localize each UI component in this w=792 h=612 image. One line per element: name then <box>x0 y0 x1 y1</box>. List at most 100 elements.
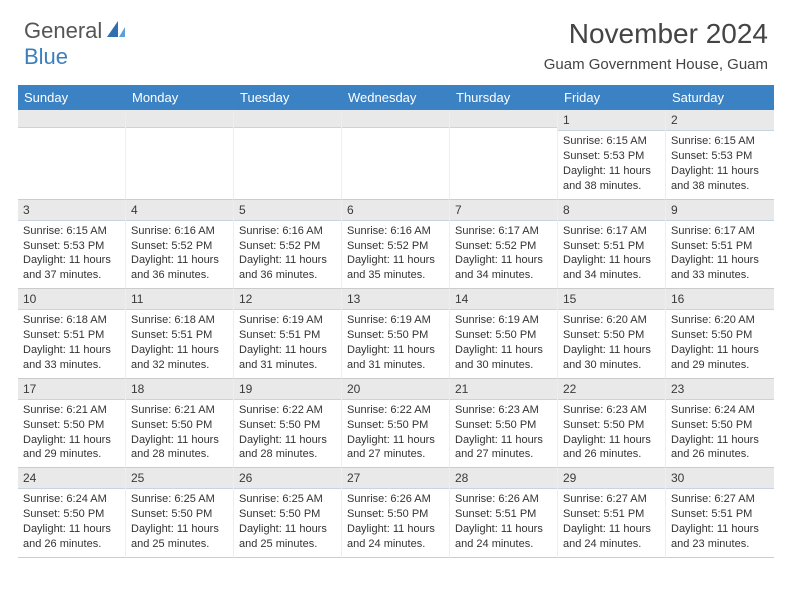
day-header: Saturday <box>666 85 774 110</box>
sunset-text: Sunset: 5:50 PM <box>671 328 769 343</box>
day-cell: 24Sunrise: 6:24 AMSunset: 5:50 PMDayligh… <box>18 468 126 558</box>
day-body: Sunrise: 6:23 AMSunset: 5:50 PMDaylight:… <box>450 400 557 467</box>
day-header: Friday <box>558 85 666 110</box>
day-number: 8 <box>558 200 665 221</box>
day-cell: 21Sunrise: 6:23 AMSunset: 5:50 PMDayligh… <box>450 379 558 469</box>
week-row: 1Sunrise: 6:15 AMSunset: 5:53 PMDaylight… <box>18 110 774 200</box>
daylight-text: Daylight: 11 hours and 36 minutes. <box>131 253 228 283</box>
day-number <box>126 110 233 128</box>
sunrise-text: Sunrise: 6:15 AM <box>563 134 660 149</box>
sunrise-text: Sunrise: 6:24 AM <box>23 492 120 507</box>
location-label: Guam Government House, Guam <box>544 56 768 73</box>
day-number: 2 <box>666 110 774 131</box>
sunset-text: Sunset: 5:50 PM <box>455 328 552 343</box>
day-number: 14 <box>450 289 557 310</box>
day-body: Sunrise: 6:15 AMSunset: 5:53 PMDaylight:… <box>18 221 125 288</box>
day-number: 29 <box>558 468 665 489</box>
brand-text-1: General <box>24 18 102 44</box>
day-number: 5 <box>234 200 341 221</box>
sunrise-text: Sunrise: 6:16 AM <box>347 224 444 239</box>
daylight-text: Daylight: 11 hours and 35 minutes. <box>347 253 444 283</box>
daylight-text: Daylight: 11 hours and 24 minutes. <box>563 522 660 552</box>
sunrise-text: Sunrise: 6:18 AM <box>23 313 120 328</box>
daylight-text: Daylight: 11 hours and 32 minutes. <box>131 343 228 373</box>
day-body: Sunrise: 6:17 AMSunset: 5:52 PMDaylight:… <box>450 221 557 288</box>
day-cell: 13Sunrise: 6:19 AMSunset: 5:50 PMDayligh… <box>342 289 450 379</box>
sunrise-text: Sunrise: 6:23 AM <box>455 403 552 418</box>
daylight-text: Daylight: 11 hours and 34 minutes. <box>563 253 660 283</box>
calendar: Sunday Monday Tuesday Wednesday Thursday… <box>18 85 774 558</box>
week-row: 10Sunrise: 6:18 AMSunset: 5:51 PMDayligh… <box>18 289 774 379</box>
sunset-text: Sunset: 5:53 PM <box>671 149 769 164</box>
sunrise-text: Sunrise: 6:16 AM <box>239 224 336 239</box>
day-number: 27 <box>342 468 449 489</box>
daylight-text: Daylight: 11 hours and 28 minutes. <box>131 433 228 463</box>
day-cell: 17Sunrise: 6:21 AMSunset: 5:50 PMDayligh… <box>18 379 126 469</box>
sunset-text: Sunset: 5:53 PM <box>563 149 660 164</box>
sunset-text: Sunset: 5:50 PM <box>131 418 228 433</box>
day-body: Sunrise: 6:19 AMSunset: 5:50 PMDaylight:… <box>342 310 449 377</box>
day-body: Sunrise: 6:19 AMSunset: 5:50 PMDaylight:… <box>450 310 557 377</box>
daylight-text: Daylight: 11 hours and 38 minutes. <box>563 164 660 194</box>
brand-text-2: Blue <box>24 44 68 69</box>
sunrise-text: Sunrise: 6:19 AM <box>239 313 336 328</box>
week-row: 17Sunrise: 6:21 AMSunset: 5:50 PMDayligh… <box>18 379 774 469</box>
day-cell: 27Sunrise: 6:26 AMSunset: 5:50 PMDayligh… <box>342 468 450 558</box>
day-cell <box>18 110 126 200</box>
day-number: 12 <box>234 289 341 310</box>
day-number: 7 <box>450 200 557 221</box>
sunrise-text: Sunrise: 6:17 AM <box>671 224 769 239</box>
day-number <box>342 110 449 128</box>
daylight-text: Daylight: 11 hours and 30 minutes. <box>455 343 552 373</box>
sunset-text: Sunset: 5:51 PM <box>563 507 660 522</box>
day-cell: 5Sunrise: 6:16 AMSunset: 5:52 PMDaylight… <box>234 200 342 290</box>
day-body: Sunrise: 6:27 AMSunset: 5:51 PMDaylight:… <box>666 489 774 556</box>
week-row: 3Sunrise: 6:15 AMSunset: 5:53 PMDaylight… <box>18 200 774 290</box>
sunrise-text: Sunrise: 6:20 AM <box>563 313 660 328</box>
day-number: 17 <box>18 379 125 400</box>
day-cell: 8Sunrise: 6:17 AMSunset: 5:51 PMDaylight… <box>558 200 666 290</box>
day-cell: 9Sunrise: 6:17 AMSunset: 5:51 PMDaylight… <box>666 200 774 290</box>
day-body: Sunrise: 6:15 AMSunset: 5:53 PMDaylight:… <box>666 131 774 198</box>
day-body: Sunrise: 6:20 AMSunset: 5:50 PMDaylight:… <box>666 310 774 377</box>
day-body: Sunrise: 6:18 AMSunset: 5:51 PMDaylight:… <box>18 310 125 377</box>
daylight-text: Daylight: 11 hours and 25 minutes. <box>239 522 336 552</box>
sunset-text: Sunset: 5:52 PM <box>347 239 444 254</box>
day-cell: 30Sunrise: 6:27 AMSunset: 5:51 PMDayligh… <box>666 468 774 558</box>
day-number: 9 <box>666 200 774 221</box>
sunset-text: Sunset: 5:50 PM <box>455 418 552 433</box>
day-body: Sunrise: 6:17 AMSunset: 5:51 PMDaylight:… <box>666 221 774 288</box>
day-cell: 7Sunrise: 6:17 AMSunset: 5:52 PMDaylight… <box>450 200 558 290</box>
sunrise-text: Sunrise: 6:16 AM <box>131 224 228 239</box>
brand-logo: General <box>24 18 128 44</box>
sunrise-text: Sunrise: 6:25 AM <box>239 492 336 507</box>
sail-icon <box>106 20 126 43</box>
day-number: 1 <box>558 110 665 131</box>
sunrise-text: Sunrise: 6:18 AM <box>131 313 228 328</box>
day-number: 25 <box>126 468 233 489</box>
day-number: 18 <box>126 379 233 400</box>
sunset-text: Sunset: 5:50 PM <box>671 418 769 433</box>
day-header: Wednesday <box>342 85 450 110</box>
sunset-text: Sunset: 5:50 PM <box>347 418 444 433</box>
sunrise-text: Sunrise: 6:24 AM <box>671 403 769 418</box>
sunset-text: Sunset: 5:50 PM <box>239 507 336 522</box>
day-cell: 26Sunrise: 6:25 AMSunset: 5:50 PMDayligh… <box>234 468 342 558</box>
day-number: 13 <box>342 289 449 310</box>
daylight-text: Daylight: 11 hours and 31 minutes. <box>239 343 336 373</box>
title-block: November 2024 Guam Government House, Gua… <box>544 18 768 73</box>
day-number: 23 <box>666 379 774 400</box>
sunset-text: Sunset: 5:50 PM <box>239 418 336 433</box>
day-number: 4 <box>126 200 233 221</box>
day-body: Sunrise: 6:25 AMSunset: 5:50 PMDaylight:… <box>234 489 341 556</box>
week-row: 24Sunrise: 6:24 AMSunset: 5:50 PMDayligh… <box>18 468 774 558</box>
sunset-text: Sunset: 5:51 PM <box>131 328 228 343</box>
daylight-text: Daylight: 11 hours and 33 minutes. <box>23 343 120 373</box>
day-number: 30 <box>666 468 774 489</box>
sunrise-text: Sunrise: 6:15 AM <box>671 134 769 149</box>
day-cell: 2Sunrise: 6:15 AMSunset: 5:53 PMDaylight… <box>666 110 774 200</box>
daylight-text: Daylight: 11 hours and 24 minutes. <box>455 522 552 552</box>
day-cell: 20Sunrise: 6:22 AMSunset: 5:50 PMDayligh… <box>342 379 450 469</box>
day-cell <box>450 110 558 200</box>
weeks-container: 1Sunrise: 6:15 AMSunset: 5:53 PMDaylight… <box>18 110 774 558</box>
